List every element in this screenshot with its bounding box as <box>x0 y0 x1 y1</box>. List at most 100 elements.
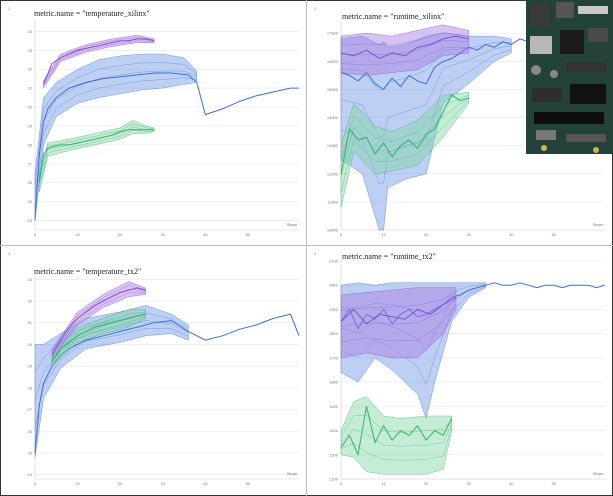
x-tick-label: 50 <box>552 232 557 237</box>
y-tick-label: 17000 <box>327 31 339 36</box>
y-tick-label: 1300 <box>329 452 339 457</box>
y-tick-label: 25 <box>28 450 33 455</box>
y-tick-label: 29 <box>28 364 33 369</box>
series-run-purple <box>43 40 155 87</box>
x-axis-label: Steps <box>287 222 297 227</box>
y-tick-label: 2000 <box>329 283 339 288</box>
y-tick-label: 12000 <box>327 171 339 176</box>
series-line-blue <box>34 313 300 454</box>
series-line-green <box>51 313 146 363</box>
series-run-purple <box>340 32 469 46</box>
series-run-blue <box>340 42 512 92</box>
series-run-green <box>340 415 452 437</box>
x-tick-label: 40 <box>509 481 514 486</box>
x-tick-label: 20 <box>118 232 123 237</box>
series-run-purple <box>340 303 457 343</box>
series-run-green <box>340 100 469 193</box>
series-run-green <box>51 311 146 359</box>
chart-temperature-xilinx: 24 25 26 27 28 29 30 31 32 33 34 0 10 20 30 40 50 Steps 1… <box>2 2 305 244</box>
series-line-green <box>340 94 469 174</box>
series-band-purple <box>340 24 469 76</box>
y-tick-label: 30 <box>28 342 33 347</box>
series-run-blue <box>340 49 512 184</box>
panel-number: 1 <box>8 6 11 11</box>
x-tick-label: 50 <box>552 481 557 486</box>
series-line-purple <box>340 35 469 59</box>
series-band-blue <box>34 305 189 458</box>
x-axis-label: Steps <box>287 471 297 476</box>
series-run-blue <box>340 284 486 352</box>
series-line-purple <box>51 287 146 356</box>
y-tick-label: 30 <box>28 105 33 110</box>
series-line-purple <box>43 38 155 85</box>
series-band-green <box>340 92 469 208</box>
y-tick-label: 32 <box>28 67 33 72</box>
y-tick-label: 1500 <box>329 404 339 409</box>
series-run-blue <box>34 320 189 401</box>
chart-title: metric.name = "temperature_xilinx" <box>34 9 150 18</box>
x-tick-label: 20 <box>424 232 429 237</box>
x-tick-label: 0 <box>34 481 37 486</box>
y-tick-label: 1700 <box>329 355 339 360</box>
x-tick-label: 40 <box>203 481 208 486</box>
x-tick-label: 10 <box>75 232 80 237</box>
series-band-blue <box>340 32 512 231</box>
x-tick-label: 10 <box>381 232 386 237</box>
x-tick-label: 30 <box>467 481 472 486</box>
series-run-green <box>51 315 146 364</box>
y-tick-label: 16000 <box>327 59 339 64</box>
x-tick-label: 30 <box>467 232 472 237</box>
series-run-green <box>340 426 452 461</box>
fpga-board-photo <box>526 0 613 154</box>
x-axis-label: Steps <box>593 222 603 227</box>
series-run-green <box>39 123 155 179</box>
series-run-blue <box>34 62 197 186</box>
series-run-purple <box>340 47 469 66</box>
series-run-purple <box>340 298 457 327</box>
y-tick-label: 27 <box>28 161 33 166</box>
series-run-blue <box>340 283 486 318</box>
x-tick-label: 30 <box>161 481 166 486</box>
x-tick-label: 30 <box>161 232 166 237</box>
y-tick-label: 1600 <box>329 380 339 385</box>
series-line-purple <box>340 296 457 325</box>
chart-svg: 1200 1300 1400 1500 1600 1700 1800 1900 2000 2100… <box>329 259 606 486</box>
y-tick-label: 24 <box>28 218 33 223</box>
series-band-purple <box>340 287 457 359</box>
panel-number: 4 <box>314 251 317 256</box>
series-run-blue <box>34 312 189 373</box>
y-tick-label: 2100 <box>329 259 339 264</box>
series-run-blue <box>34 70 197 197</box>
y-tick-label: 34 <box>28 29 33 34</box>
y-tick-label: 26 <box>28 180 33 185</box>
x-tick-label: 40 <box>203 232 208 237</box>
series-run-blue <box>340 286 486 386</box>
y-tick-label: 1200 <box>329 477 339 482</box>
series-run-green <box>340 94 469 162</box>
panel-number: 3 <box>8 251 11 256</box>
y-tick-label: 11000 <box>327 199 339 204</box>
x-axis-label: Steps <box>593 471 603 476</box>
x-tick-label: 20 <box>424 481 429 486</box>
y-tick-label: 24 <box>28 472 33 477</box>
x-tick-label: 50 <box>246 481 251 486</box>
chart-runtime-tx2: 1200 1300 1400 1500 1600 1700 1800 1900 2000 2100… <box>308 247 611 493</box>
y-tick-label: 15000 <box>327 87 339 92</box>
y-tick-label: 31 <box>28 86 33 91</box>
series-run-blue <box>34 327 189 430</box>
chart-temperature-tx2: 24 25 26 27 28 29 30 31 32 33 0 10 20 30 40 50 Steps 3 m… <box>2 247 305 493</box>
series-line-blue <box>34 72 299 221</box>
y-tick-label: 1800 <box>329 331 339 336</box>
y-tick-label: 29 <box>28 123 33 128</box>
series-line-blue <box>340 282 606 330</box>
series-band-green <box>39 120 155 193</box>
series-run-blue <box>34 77 197 209</box>
series-run-green <box>340 423 452 447</box>
y-tick-label: 28 <box>28 385 33 390</box>
y-tick-label: 27 <box>28 407 33 412</box>
series-line-green <box>38 129 155 183</box>
x-tick-label: 10 <box>75 481 80 486</box>
y-tick-label: 33 <box>28 48 33 53</box>
y-tick-label: 32 <box>28 299 33 304</box>
x-tick-label: 20 <box>118 481 123 486</box>
